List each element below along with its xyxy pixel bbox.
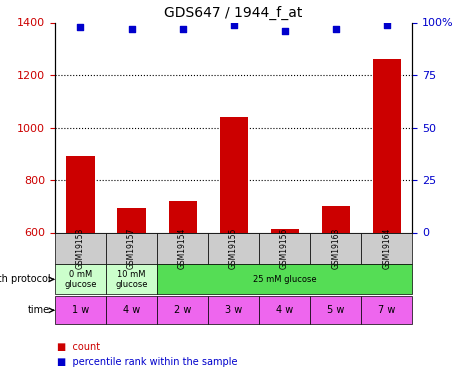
Point — [77, 24, 84, 30]
Text: 25 mM glucose: 25 mM glucose — [253, 275, 316, 284]
Text: GSM19153: GSM19153 — [76, 228, 85, 269]
Bar — [117, 208, 146, 232]
Point — [332, 26, 339, 32]
Bar — [169, 201, 196, 232]
Text: time: time — [28, 305, 50, 315]
Text: 4 w: 4 w — [276, 305, 293, 315]
Point — [281, 28, 288, 34]
Title: GDS647 / 1944_f_at: GDS647 / 1944_f_at — [164, 6, 303, 20]
Bar — [271, 228, 299, 232]
Bar — [373, 59, 401, 232]
Text: GSM19156: GSM19156 — [280, 228, 289, 269]
Bar — [219, 117, 248, 232]
Text: GSM19163: GSM19163 — [331, 228, 340, 269]
Point — [383, 22, 390, 28]
Text: 4 w: 4 w — [123, 305, 140, 315]
Text: 2 w: 2 w — [174, 305, 191, 315]
Bar — [322, 206, 350, 232]
Text: 1 w: 1 w — [72, 305, 89, 315]
Point — [230, 22, 237, 28]
Text: GSM19155: GSM19155 — [229, 228, 238, 269]
Text: 10 mM
glucose: 10 mM glucose — [115, 270, 148, 289]
Text: 5 w: 5 w — [327, 305, 344, 315]
Text: 0 mM
glucose: 0 mM glucose — [64, 270, 97, 289]
Text: GSM19154: GSM19154 — [178, 228, 187, 269]
Text: 3 w: 3 w — [225, 305, 242, 315]
Text: 7 w: 7 w — [378, 305, 395, 315]
Point — [128, 26, 135, 32]
Text: GSM19164: GSM19164 — [382, 228, 391, 269]
Text: growth protocol: growth protocol — [0, 274, 50, 284]
Text: GSM19157: GSM19157 — [127, 228, 136, 269]
Text: ■  count: ■ count — [57, 342, 100, 352]
Bar — [66, 156, 94, 232]
Text: ■  percentile rank within the sample: ■ percentile rank within the sample — [57, 357, 238, 367]
Point — [179, 26, 186, 32]
